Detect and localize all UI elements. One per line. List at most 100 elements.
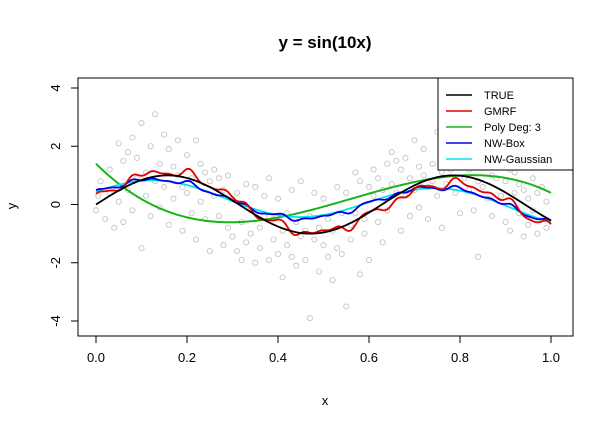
scatter-point [406,213,413,220]
scatter-point [120,157,127,164]
scatter-point [379,239,386,246]
scatter-point [284,242,291,249]
scatter-point [247,230,254,237]
scatter-point [402,154,409,161]
scatter-point [525,221,532,228]
scatter-point [147,143,154,150]
scatter-point [456,210,463,217]
scatter-point [543,198,550,205]
scatter-point [152,111,159,118]
scatter-point [375,218,382,225]
scatter-point [306,315,313,322]
series-line-nwbox [95,177,552,222]
scatter-point [124,149,131,156]
y-tick-label: 4 [48,84,63,91]
series-line-poly [95,163,552,224]
scatter-point [293,262,300,269]
legend-box [437,77,574,171]
scatter-point [193,137,200,144]
scatter-point [311,236,318,243]
x-tick-label: 0.0 [87,350,105,365]
scatter-point [375,175,382,182]
scatter-point [361,230,368,237]
series-line-true [95,174,552,235]
scatter-point [470,207,477,214]
scatter-point [334,184,341,191]
y-tick-label: -2 [48,257,63,269]
scatter-point [174,137,181,144]
scatter-point [115,198,122,205]
scatter-point [315,224,322,231]
scatter-point [274,195,281,202]
scatter-point [211,166,218,173]
scatter-point [325,216,332,223]
scatter-point [511,169,518,176]
scatter-point [534,230,541,237]
scatter-point [411,137,418,144]
scatter-point [102,216,109,223]
series-line-gmrf [95,167,552,236]
y-tick-label: -4 [48,315,63,327]
scatter-point [129,207,136,214]
scatter-point [161,131,168,138]
scatter-point [293,218,300,225]
scatter-point [356,271,363,278]
scatter-point [429,160,436,167]
scatter-point [365,256,372,263]
scatter-point [347,236,354,243]
x-axis: 0.0 0.2 0.4 0.6 0.8 1.0 [87,335,560,365]
scatter-point [338,251,345,258]
scatter-point [193,236,200,243]
scatter-point [215,175,222,182]
scatter-point [520,233,527,240]
scatter-point [215,213,222,220]
scatter-point [111,224,118,231]
scatter-point [256,245,263,252]
x-tick-label: 1.0 [542,350,560,365]
legend-label-poly: Poly Deg: 3 [484,122,541,134]
y-axis-label: y [4,202,19,209]
scatter-point [311,189,318,196]
x-tick-label: 0.6 [360,350,378,365]
y-axis: -4 -2 0 2 4 [48,84,79,327]
scatter-point [238,256,245,263]
scatter-point [397,166,404,173]
scatter-point [133,154,140,161]
scatter-point [302,256,309,263]
scatter-point [420,172,427,179]
scatter-point [143,192,150,199]
scatter-point [329,277,336,284]
scatter-point [252,259,259,266]
scatter-point [507,227,514,234]
scatter-point [206,178,213,185]
scatter-point [479,184,486,191]
scatter-point [124,186,131,193]
scatter-point [384,160,391,167]
legend: TRUE GMRF Poly Deg: 3 NW-Box NW-Gaussian [437,77,574,171]
scatter-point [315,268,322,275]
scatter-point [147,213,154,220]
legend-label-nwbox: NW-Box [484,138,525,150]
scatter-point [188,210,195,217]
scatter-point [138,245,145,252]
scatter-point [93,207,100,214]
scatter-point [206,248,213,255]
y-tick-label: 0 [48,201,63,208]
scatter-point [325,253,332,260]
scatter-point [488,213,495,220]
scatter-point [265,175,272,182]
scatter-point [220,242,227,249]
scatter-point [393,157,400,164]
scatter-point [265,256,272,263]
scatter-point [274,251,281,258]
scatter-point [165,221,172,228]
scatter-point [520,186,527,193]
x-tick-label: 0.8 [451,350,469,365]
y-tick-label: 2 [48,143,63,150]
scatter-point [397,227,404,234]
scatter-point [425,216,432,223]
scatter-point [525,195,532,202]
scatter-point [243,239,250,246]
scatter-point [438,169,445,176]
